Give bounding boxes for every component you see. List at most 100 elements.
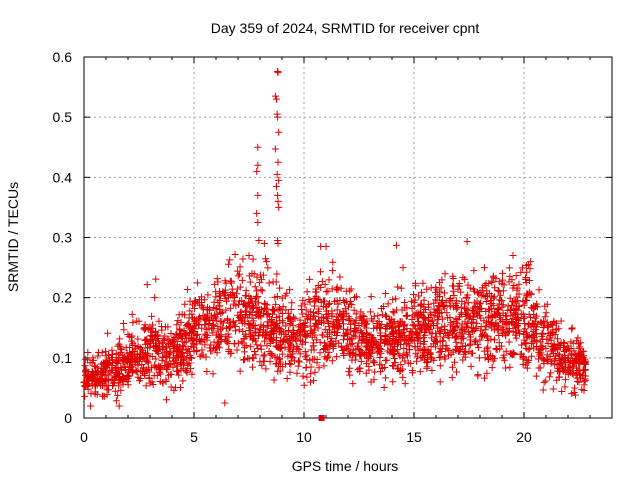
data-point	[152, 355, 160, 363]
data-point	[98, 370, 106, 378]
data-point	[557, 317, 565, 325]
x-tick-label: 20	[516, 429, 532, 445]
data-point	[353, 342, 361, 350]
data-point	[258, 361, 266, 369]
data-point	[108, 356, 116, 364]
data-point	[463, 238, 471, 246]
data-point	[435, 328, 443, 336]
data-point	[208, 329, 216, 337]
data-point	[309, 377, 317, 385]
data-point	[455, 347, 463, 355]
data-point	[527, 291, 535, 299]
data-point	[499, 269, 507, 277]
data-point	[432, 308, 440, 316]
data-point	[296, 350, 304, 358]
data-point	[505, 338, 513, 346]
data-point	[115, 402, 123, 410]
data-point	[401, 380, 409, 388]
data-point	[457, 288, 465, 296]
data-point	[429, 317, 437, 325]
data-point	[327, 338, 335, 346]
data-point	[216, 318, 224, 326]
data-point	[482, 332, 490, 340]
data-point	[399, 373, 407, 381]
data-point	[169, 354, 177, 362]
data-point	[152, 327, 160, 335]
data-point	[358, 337, 366, 345]
data-point	[284, 339, 292, 347]
data-point	[322, 288, 330, 296]
data-point	[314, 320, 322, 328]
data-point	[139, 353, 147, 361]
data-point	[417, 301, 425, 309]
data-point	[345, 368, 353, 376]
data-point	[462, 294, 470, 302]
data-point	[203, 326, 211, 334]
data-point	[99, 392, 107, 400]
data-point	[116, 335, 124, 343]
data-point	[274, 69, 282, 77]
data-point	[491, 336, 499, 344]
data-point	[218, 308, 226, 316]
data-point	[313, 359, 321, 367]
data-point	[263, 258, 271, 266]
data-point	[518, 341, 526, 349]
data-point	[433, 313, 441, 321]
data-point	[346, 364, 354, 372]
data-point	[499, 287, 507, 295]
data-point	[136, 343, 144, 351]
data-point	[421, 337, 429, 345]
data-point	[231, 327, 239, 335]
data-point	[344, 345, 352, 353]
data-point	[334, 322, 342, 330]
data-point	[414, 309, 422, 317]
data-point	[336, 296, 344, 304]
x-tick-label: 0	[80, 429, 88, 445]
data-point	[163, 335, 171, 343]
data-point	[527, 340, 535, 348]
data-point	[396, 329, 404, 337]
data-point	[123, 371, 131, 379]
data-point	[166, 340, 174, 348]
data-point	[492, 275, 500, 283]
data-point	[257, 306, 265, 314]
data-point	[127, 352, 135, 360]
data-point	[419, 279, 427, 287]
data-point	[226, 256, 234, 264]
data-point	[576, 348, 584, 356]
data-point	[448, 374, 456, 382]
data-point	[544, 357, 552, 365]
data-point	[134, 335, 142, 343]
data-point	[441, 329, 449, 337]
data-point	[481, 326, 489, 334]
data-point	[238, 276, 246, 284]
data-point	[310, 313, 318, 321]
data-point	[290, 313, 298, 321]
data-point	[474, 311, 482, 319]
data-point	[525, 356, 533, 364]
data-point	[159, 335, 167, 343]
data-point	[312, 316, 320, 324]
data-point	[207, 341, 215, 349]
data-point	[270, 376, 278, 384]
data-point	[254, 307, 262, 315]
data-point	[284, 309, 292, 317]
data-point	[194, 330, 202, 338]
data-point	[288, 299, 296, 307]
data-point	[428, 334, 436, 342]
data-point	[524, 332, 532, 340]
data-point	[520, 328, 528, 336]
data-point	[373, 324, 381, 332]
data-point	[259, 309, 267, 317]
data-point	[389, 378, 397, 386]
data-point	[104, 329, 112, 337]
data-point	[298, 340, 306, 348]
data-point	[452, 333, 460, 341]
data-point	[581, 366, 589, 374]
data-point	[348, 339, 356, 347]
data-point	[495, 339, 503, 347]
data-point	[449, 274, 457, 282]
data-point	[574, 334, 582, 342]
